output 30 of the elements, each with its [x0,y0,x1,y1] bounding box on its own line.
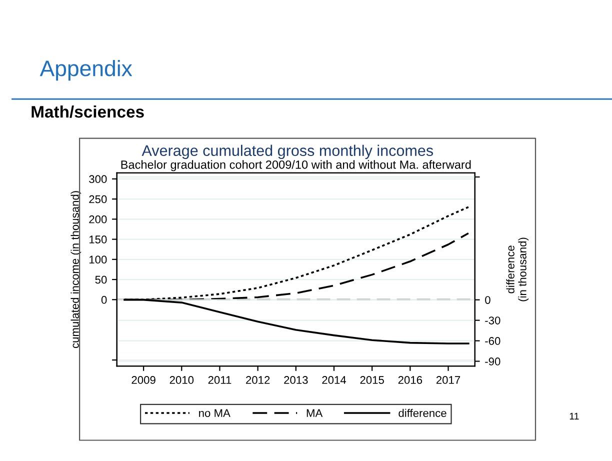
legend-label: MA [306,409,323,417]
y-tick-label: 50 [95,276,107,284]
y-tick-label: 100 [89,256,107,264]
y-axis-title: cumulated income (in thousand) [70,191,82,348]
legend-label: difference [398,408,446,418]
chart-title: Average cumulated gross monthly incomes [142,144,434,160]
text: 11 [570,412,579,420]
chart-subtitle: Bachelor graduation cohort 2009/10 with and without Ma. afterward [121,160,471,172]
legend-label: no MA [199,409,230,418]
y2-axis-title: difference (in thousand) [506,238,529,302]
x-tick-label: 2014 [322,376,346,384]
y2-tick-label: -60 [485,337,500,345]
y2-tick-label: -30 [485,316,500,324]
y-tick-label: 0 [101,296,107,304]
y2-tick-label: 0 [485,296,490,304]
text: Math/sciences [32,105,144,118]
x-tick-label: 2011 [208,376,232,384]
x-tick-label: 2015 [360,376,384,384]
x-tick-label: 2017 [436,376,460,384]
x-tick-label: 2009 [132,376,156,384]
text: Appendix [40,60,132,81]
y2-tick-label: -90 [485,358,500,366]
x-tick-label: 2016 [398,376,422,384]
y-tick-label: 300 [89,175,107,184]
x-tick-label: 2010 [170,376,194,384]
y-tick-label: 200 [89,215,107,224]
x-tick-label: 2012 [246,376,270,384]
y-tick-label: 150 [89,236,107,244]
x-tick-label: 2013 [284,376,308,384]
y-tick-label: 250 [89,195,107,204]
